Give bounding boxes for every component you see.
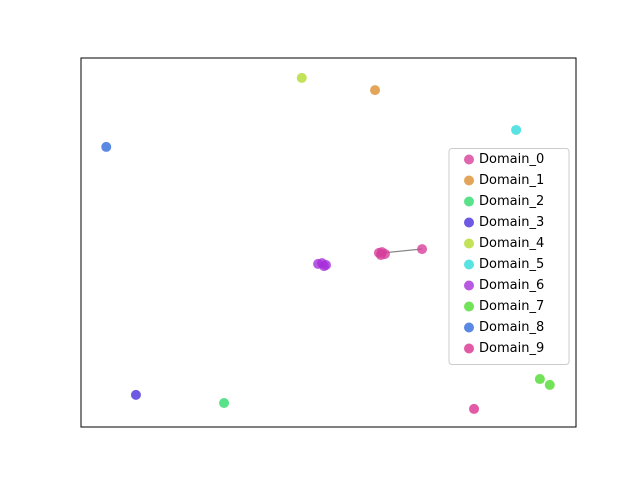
- legend-label: Domain_1: [479, 173, 544, 188]
- point: [130, 389, 141, 400]
- legend-label: Domain_3: [479, 215, 544, 230]
- legend-label: Domain_7: [479, 299, 544, 314]
- legend-label: Domain_8: [479, 320, 544, 335]
- point: [219, 398, 230, 409]
- point: [511, 124, 522, 135]
- legend-marker: [464, 175, 474, 186]
- legend-label: Domain_2: [479, 194, 544, 209]
- point: [375, 250, 386, 261]
- point: [534, 374, 545, 385]
- legend-marker: [464, 196, 474, 207]
- legend-marker: [464, 259, 474, 270]
- legend-marker: [464, 301, 474, 312]
- point: [469, 403, 480, 414]
- legend-label: Domain_6: [479, 278, 544, 293]
- point: [319, 261, 330, 272]
- legend-box: [448, 148, 570, 365]
- legend-label: Domain_5: [479, 257, 544, 272]
- legend-marker: [464, 154, 474, 165]
- legend-label: Domain_9: [479, 341, 544, 356]
- legend-label: Domain_0: [479, 152, 544, 167]
- point: [544, 379, 555, 390]
- point: [296, 72, 307, 83]
- legend-marker: [464, 343, 474, 354]
- legend-label: Domain_4: [479, 236, 544, 251]
- legend-marker: [464, 280, 474, 291]
- point: [417, 244, 428, 255]
- legend-marker: [464, 322, 474, 333]
- legend-marker: [464, 238, 474, 249]
- point: [370, 85, 381, 96]
- point: [101, 141, 112, 152]
- legend-marker: [464, 217, 474, 228]
